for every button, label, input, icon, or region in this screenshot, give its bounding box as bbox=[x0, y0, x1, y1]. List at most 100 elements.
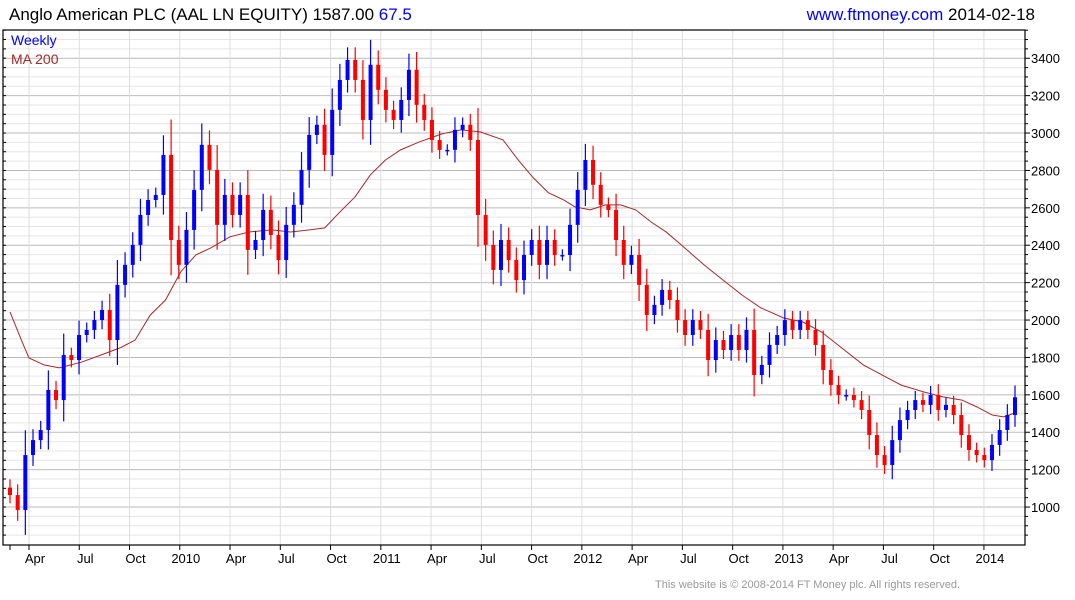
candle-body bbox=[468, 124, 473, 140]
candle-body bbox=[897, 420, 902, 441]
candle-body bbox=[92, 320, 97, 330]
candles bbox=[8, 39, 1017, 535]
y-tick-label: 1600 bbox=[1031, 388, 1060, 403]
candle-body bbox=[614, 209, 619, 241]
candle-body bbox=[506, 240, 511, 261]
x-tick-label: 2011 bbox=[373, 551, 401, 566]
candle-body bbox=[46, 389, 51, 430]
candle-body bbox=[867, 409, 872, 436]
candle-body bbox=[299, 169, 304, 205]
candle-body bbox=[383, 89, 388, 110]
candle-body bbox=[491, 244, 496, 270]
x-tick-label: Jul bbox=[881, 551, 898, 566]
candle-body bbox=[169, 154, 174, 241]
candle-body bbox=[583, 159, 588, 190]
candle-body bbox=[805, 320, 810, 330]
candle-body bbox=[498, 240, 503, 270]
candle-body bbox=[514, 260, 519, 281]
candle-body bbox=[115, 284, 120, 341]
y-tick-label: 2800 bbox=[1031, 163, 1060, 178]
candle-body bbox=[913, 400, 918, 410]
candle-body bbox=[330, 109, 335, 155]
candle-body bbox=[199, 144, 204, 190]
y-tick-label: 2600 bbox=[1031, 201, 1060, 216]
candle-body bbox=[522, 254, 527, 281]
candle-body bbox=[207, 144, 212, 170]
candle-body bbox=[752, 329, 757, 376]
x-tick-label: 2010 bbox=[171, 551, 200, 566]
candle-body bbox=[859, 400, 864, 410]
ma200-line bbox=[9, 129, 1016, 418]
candle-body bbox=[391, 109, 396, 120]
candle-body bbox=[54, 389, 59, 401]
x-tick-label: Jul bbox=[77, 551, 94, 566]
candle-body bbox=[729, 334, 734, 350]
candle-body bbox=[23, 455, 28, 511]
candle-body bbox=[844, 395, 849, 397]
axes: 1000 1200 1400 1600 1800 2000 2200 2400 2600 2800… bbox=[2, 29, 1060, 566]
candle-body bbox=[261, 209, 266, 241]
candle-body bbox=[928, 395, 933, 405]
plot-frame bbox=[2, 29, 1026, 546]
candle-body bbox=[621, 240, 626, 265]
y-tick-label: 3400 bbox=[1031, 51, 1060, 66]
candle-body bbox=[161, 154, 166, 195]
site-link[interactable]: www.ftmoney.com bbox=[806, 5, 944, 24]
candle-body bbox=[759, 364, 764, 376]
candle-body bbox=[1005, 415, 1010, 430]
candle-body bbox=[61, 355, 66, 401]
chart-date: 2014-02-18 bbox=[948, 5, 1035, 24]
candle-body bbox=[84, 329, 89, 335]
x-tick-label: Oct bbox=[930, 551, 951, 566]
y-tick-label: 1800 bbox=[1031, 350, 1060, 365]
candle-body bbox=[253, 240, 258, 250]
candle-body bbox=[77, 334, 82, 361]
candle-body bbox=[69, 355, 74, 361]
candle-body bbox=[353, 59, 358, 80]
candle-body bbox=[184, 229, 189, 265]
x-tick-label: 2013 bbox=[774, 551, 803, 566]
candle-body bbox=[552, 240, 557, 255]
candle-body bbox=[767, 344, 772, 365]
candle-body bbox=[284, 224, 289, 261]
candle-body bbox=[360, 79, 365, 120]
candle-body bbox=[337, 79, 342, 110]
legend-weekly: Weekly bbox=[11, 32, 57, 48]
candle-body bbox=[38, 429, 43, 441]
candle-body bbox=[951, 404, 956, 416]
candle-body bbox=[307, 134, 312, 170]
candle-body bbox=[291, 204, 296, 225]
x-tick-label: Apr bbox=[25, 551, 46, 566]
candle-body bbox=[314, 124, 319, 135]
candle-body bbox=[851, 395, 856, 401]
candle-body bbox=[376, 64, 381, 90]
candle-body bbox=[445, 149, 450, 152]
y-tick-label: 3000 bbox=[1031, 126, 1060, 141]
candle-body bbox=[575, 189, 580, 225]
grid bbox=[3, 29, 1025, 545]
candle-body bbox=[429, 119, 434, 140]
candle-body bbox=[775, 334, 780, 345]
x-tick-label: Oct bbox=[125, 551, 146, 566]
candle-body bbox=[483, 214, 488, 245]
candle-body bbox=[399, 99, 404, 120]
candle-body bbox=[706, 329, 711, 361]
candle-body bbox=[683, 320, 688, 335]
candle-body bbox=[790, 320, 795, 330]
candle-body bbox=[545, 240, 550, 265]
x-tick-label: Apr bbox=[829, 551, 850, 566]
candle-body bbox=[8, 487, 12, 496]
candle-body bbox=[882, 455, 887, 465]
candle-body bbox=[15, 495, 20, 511]
candle-body bbox=[276, 234, 281, 261]
candle-body bbox=[130, 244, 135, 265]
candle-body bbox=[460, 124, 465, 130]
ma-layer bbox=[9, 129, 1016, 418]
y-tick-label: 2400 bbox=[1031, 238, 1060, 253]
x-tick-label: 2012 bbox=[573, 551, 602, 566]
candle-body bbox=[230, 194, 235, 215]
x-tick-label: Apr bbox=[427, 551, 448, 566]
y-tick-label: 1000 bbox=[1031, 500, 1060, 515]
candle-body bbox=[798, 320, 803, 330]
